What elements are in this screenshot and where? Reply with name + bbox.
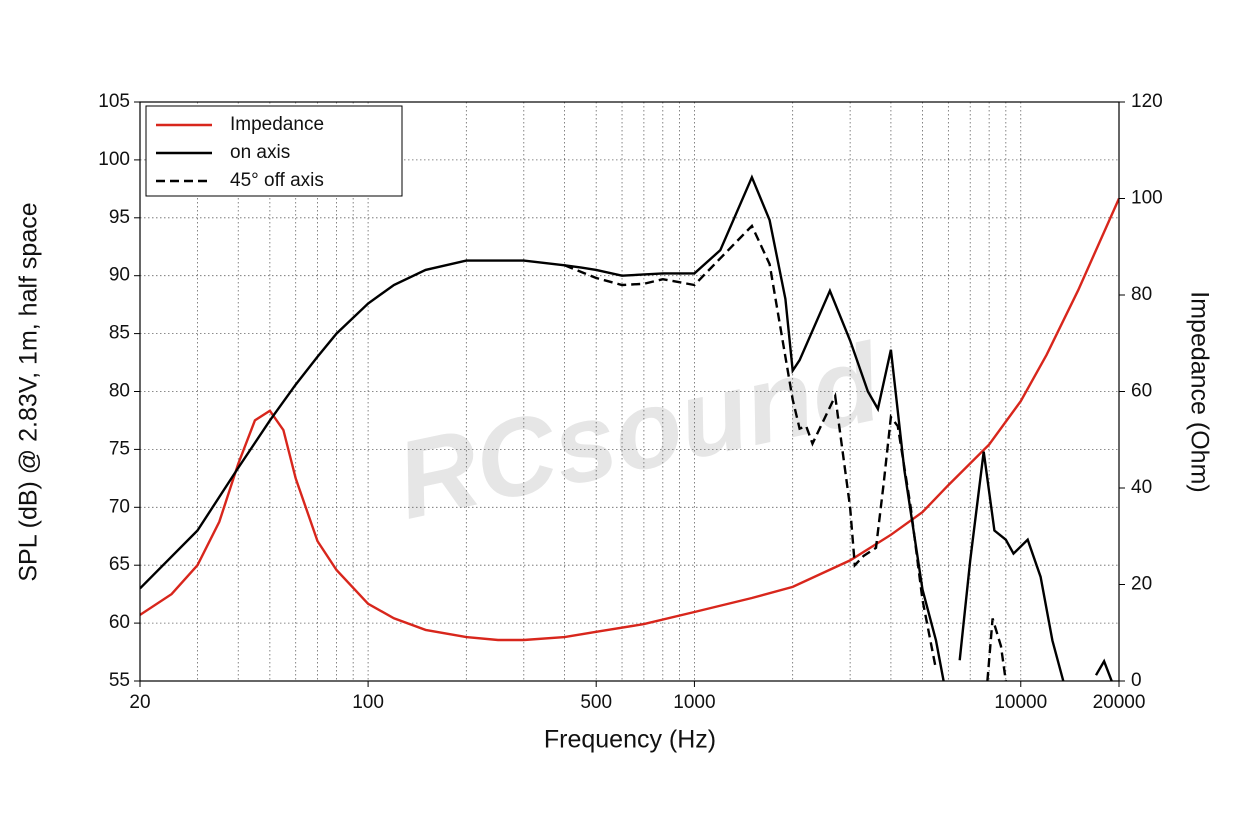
x-tick-label: 500 xyxy=(580,692,612,713)
x-tick-label: 10000 xyxy=(994,692,1047,713)
y2-axis-label: Impedance (Ohm) xyxy=(1185,291,1213,492)
legend-label: on axis xyxy=(230,142,290,163)
y-tick-label: 95 xyxy=(109,207,130,228)
y-axis-label: SPL (dB) @ 2.83V, 1m, half space xyxy=(15,202,43,581)
x-axis-label: Frequency (Hz) xyxy=(544,726,716,754)
watermark: RCsound xyxy=(386,320,892,543)
y-tick-label: 60 xyxy=(109,612,130,633)
y2-tick-label: 120 xyxy=(1131,91,1163,112)
x-tick-label: 20000 xyxy=(1093,692,1146,713)
data-line xyxy=(564,223,1007,681)
y2-tick-label: 100 xyxy=(1131,188,1163,209)
y-tick-label: 85 xyxy=(109,323,130,344)
y2-tick-label: 60 xyxy=(1131,381,1152,402)
plot-frame xyxy=(139,101,1120,682)
x-tick-label: 100 xyxy=(352,692,384,713)
x-tick-label: 1000 xyxy=(673,692,715,713)
y-tick-label: 105 xyxy=(98,91,130,112)
x-tick-label: 20 xyxy=(129,692,150,713)
y2-tick-label: 20 xyxy=(1131,574,1152,595)
data-line xyxy=(140,198,1119,642)
y-tick-label: 100 xyxy=(98,149,130,170)
y2-tick-label: 0 xyxy=(1131,670,1142,691)
legend-label: Impedance xyxy=(230,114,324,135)
y2-tick-label: 80 xyxy=(1131,284,1152,305)
y-tick-label: 80 xyxy=(109,381,130,402)
data-line xyxy=(140,174,1113,681)
legend-label: 45° off axis xyxy=(230,170,324,191)
y-tick-label: 70 xyxy=(109,496,130,517)
y2-tick-label: 40 xyxy=(1131,477,1152,498)
y-tick-label: 65 xyxy=(109,554,130,575)
y-tick-label: 55 xyxy=(109,670,130,691)
y-tick-label: 75 xyxy=(109,438,130,459)
y-tick-label: 90 xyxy=(109,265,130,286)
